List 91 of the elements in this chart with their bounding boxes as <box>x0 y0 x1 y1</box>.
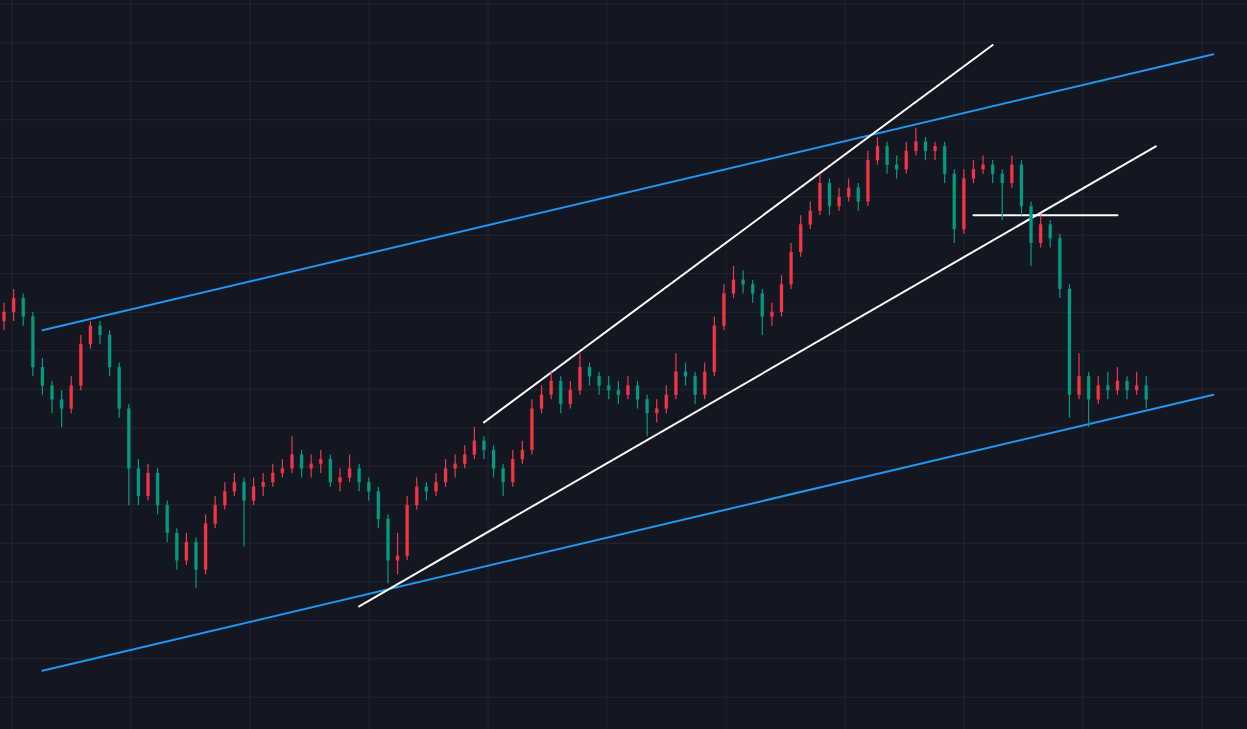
candlestick <box>990 159 995 184</box>
candlestick <box>645 394 649 437</box>
candlestick <box>2 302 6 331</box>
candlestick <box>1086 371 1091 428</box>
candlestick <box>367 476 371 502</box>
candlestick <box>501 463 505 497</box>
candlestick <box>21 292 25 327</box>
candlestick <box>923 136 928 161</box>
candlestick <box>731 265 736 299</box>
candlestick <box>1125 375 1129 400</box>
candlestick <box>1000 168 1004 221</box>
candlestick <box>1096 375 1100 405</box>
candlestick <box>837 187 841 212</box>
candlestick <box>299 449 304 479</box>
candlestick <box>635 380 640 410</box>
candlestick <box>40 357 45 396</box>
candlestick <box>213 495 217 529</box>
candlestick <box>616 380 620 405</box>
candlestick <box>184 532 189 566</box>
candlestick <box>1048 219 1052 249</box>
candlestick <box>760 288 764 336</box>
candlestick <box>328 453 333 488</box>
candlestick <box>1106 371 1110 400</box>
candlestick <box>1010 154 1014 189</box>
candlestick <box>1077 352 1081 400</box>
candlestick <box>146 463 150 502</box>
candlestick <box>242 476 246 548</box>
candlestick <box>280 458 285 479</box>
candlestick <box>434 472 438 497</box>
candlestick <box>549 371 553 400</box>
candlestick <box>453 453 457 479</box>
candlestick <box>971 159 976 184</box>
candlestick <box>395 532 400 575</box>
candlestick <box>597 371 601 396</box>
candlestick <box>568 380 573 410</box>
candlestick <box>981 154 985 175</box>
candlestick <box>424 481 429 502</box>
candlestick <box>463 444 467 469</box>
candlestick <box>1038 214 1043 249</box>
candlestick <box>933 141 937 161</box>
candlestick <box>559 375 563 414</box>
candlestick <box>251 476 256 506</box>
candlestick <box>674 352 678 400</box>
candlestick <box>98 320 102 345</box>
candlestick <box>511 449 515 488</box>
candlestick <box>59 389 64 428</box>
candlestick <box>1115 366 1120 396</box>
candlestick <box>443 458 448 488</box>
candlestick <box>626 375 630 400</box>
candlestick <box>587 361 592 387</box>
candlestick <box>1134 371 1139 396</box>
candlestick <box>703 361 707 400</box>
candlestick <box>415 476 419 511</box>
candlestick <box>11 288 16 322</box>
candlestick <box>482 435 486 460</box>
candlestick <box>895 154 899 180</box>
candlestick <box>539 384 544 414</box>
candlestick <box>847 177 851 203</box>
candlestick <box>904 141 908 175</box>
candlestick <box>808 200 812 230</box>
candlestick <box>770 302 774 327</box>
candlestick <box>578 352 582 396</box>
candlestick <box>875 136 880 166</box>
candlestick <box>69 375 73 414</box>
candlestick <box>914 127 918 157</box>
candlestick <box>309 453 313 479</box>
candlestick <box>664 384 668 414</box>
candlestick <box>271 463 275 488</box>
candlestick <box>261 472 265 497</box>
candlestick <box>683 361 688 387</box>
candlestick <box>751 279 755 304</box>
candlestick <box>741 269 745 295</box>
candlestick <box>607 375 611 400</box>
candlestick <box>472 426 477 460</box>
candlestick <box>1144 375 1148 410</box>
candlestick <box>520 440 525 465</box>
candlestick <box>827 177 832 216</box>
candlestick <box>491 444 496 479</box>
candlestick <box>338 467 342 492</box>
candlestick <box>885 141 889 175</box>
candlestick <box>856 182 860 212</box>
candlestick <box>693 371 697 405</box>
candlestick <box>319 449 323 474</box>
candlestick <box>357 463 361 492</box>
candlestick <box>290 435 294 474</box>
candlestick <box>347 453 352 483</box>
candlestick <box>655 398 659 423</box>
candlestick <box>223 481 227 511</box>
candlestick <box>88 320 93 350</box>
candlestick <box>232 472 237 497</box>
candlestick <box>50 380 54 414</box>
